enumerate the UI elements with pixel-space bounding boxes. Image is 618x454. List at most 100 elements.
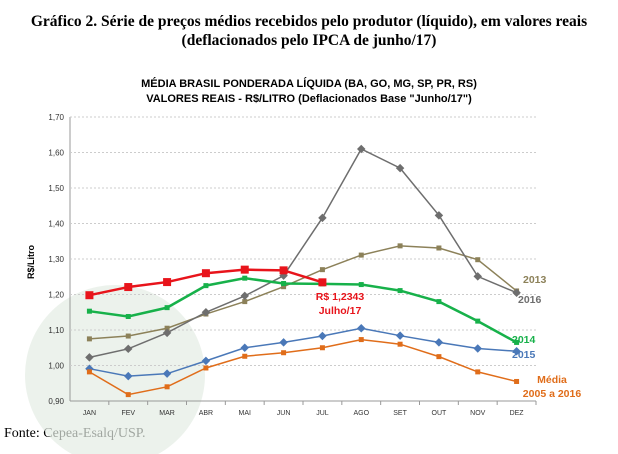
x-tick-label: FEV	[121, 410, 135, 417]
data-point	[395, 331, 405, 340]
y-axis-label: R$/Litro	[26, 245, 36, 280]
series-line-2014	[89, 276, 518, 344]
series-line-2015	[89, 327, 517, 377]
data-point	[397, 341, 403, 347]
data-point	[434, 338, 444, 347]
data-point	[164, 384, 170, 390]
data-point	[201, 269, 210, 278]
data-point	[85, 291, 94, 300]
data-point	[124, 344, 133, 354]
data-point	[201, 308, 211, 317]
x-tick-label: JUN	[277, 410, 291, 417]
data-point	[318, 278, 327, 287]
y-tick-label: 1,10	[48, 326, 64, 335]
series-line-2013	[89, 245, 518, 340]
data-point	[514, 339, 520, 345]
data-point	[242, 353, 248, 359]
data-point	[86, 308, 92, 314]
label-2013: 2013	[523, 274, 547, 286]
data-point	[279, 266, 288, 275]
data-point	[242, 275, 248, 281]
data-point	[203, 365, 209, 371]
data-point	[163, 278, 172, 287]
data-point	[281, 280, 287, 286]
data-point	[279, 338, 288, 347]
y-tick-label: 1,30	[48, 255, 64, 264]
label-2015: 2015	[512, 349, 536, 361]
data-point	[475, 318, 481, 324]
data-point	[124, 283, 133, 292]
x-tick-label: ABR	[199, 410, 213, 417]
chart-subtitle: VALORES REAIS - R$/LITRO (Deflacionados …	[146, 93, 472, 105]
x-tick-label: MAI	[239, 410, 252, 417]
data-point	[397, 243, 403, 249]
y-tick-label: 1,50	[48, 184, 64, 193]
label-media: Média	[537, 374, 567, 386]
data-point	[434, 211, 444, 220]
data-point	[125, 314, 131, 320]
data-point	[319, 345, 325, 351]
data-point	[436, 299, 442, 305]
chart-title: MÉDIA BRASIL PONDERADA LÍQUIDA (BA, GO, …	[141, 78, 477, 90]
annotation-price: R$ 1,2343	[316, 291, 365, 303]
data-point	[473, 272, 482, 281]
data-point	[436, 354, 442, 360]
data-point	[162, 328, 172, 338]
data-point	[124, 371, 133, 381]
data-point	[201, 356, 211, 366]
data-point	[240, 291, 249, 301]
data-point	[395, 163, 405, 173]
data-point	[281, 284, 287, 290]
data-point	[85, 353, 94, 362]
x-tick-label: JUL	[316, 410, 329, 417]
data-point	[357, 144, 366, 154]
x-tick-label: DEZ	[510, 410, 525, 417]
data-point	[512, 347, 521, 356]
y-tick-label: 1,70	[48, 113, 64, 122]
series-line-2016	[89, 147, 517, 359]
label-media-range: 2005 a 2016	[523, 388, 582, 400]
data-point	[86, 336, 92, 342]
data-point	[475, 369, 481, 375]
y-tick-label: 1,40	[48, 220, 64, 229]
data-point	[240, 343, 249, 352]
data-point	[475, 257, 481, 263]
data-point	[164, 305, 170, 311]
y-tick-label: 0,90	[48, 397, 64, 406]
x-tick-label: MAR	[159, 410, 175, 417]
data-point	[242, 299, 248, 305]
data-point	[86, 369, 92, 375]
data-point	[164, 325, 170, 331]
data-point	[357, 323, 366, 333]
data-point	[125, 333, 131, 339]
y-tick-label: 1,60	[48, 149, 64, 158]
data-point	[125, 392, 131, 398]
label-2014: 2014	[512, 334, 536, 346]
annotation-month: Julho/17	[319, 305, 362, 317]
data-point	[318, 213, 327, 223]
series-line-m-dia-2005-a-2016	[89, 338, 517, 396]
data-point	[319, 267, 325, 273]
data-point	[281, 350, 287, 356]
label-2016: 2016	[518, 294, 542, 306]
data-point	[358, 282, 364, 288]
y-tick-label: 1,00	[48, 362, 64, 371]
data-point	[358, 252, 364, 258]
figure-heading: Gráfico 2. Série de preços médios recebi…	[30, 13, 588, 49]
x-tick-label: JAN	[83, 410, 96, 417]
x-tick-label: SET	[393, 410, 407, 417]
data-point	[514, 378, 520, 384]
data-point	[397, 288, 403, 294]
x-tick-label: NOV	[470, 410, 486, 417]
data-point	[358, 337, 364, 343]
data-point	[203, 283, 209, 289]
data-point	[240, 265, 249, 274]
y-tick-label: 1,20	[48, 291, 64, 300]
data-point	[512, 288, 521, 297]
x-tick-label: AGO	[353, 410, 369, 417]
x-tick-label: OUT	[432, 410, 448, 417]
data-point	[162, 369, 172, 378]
data-point	[473, 344, 482, 353]
data-point	[318, 331, 327, 341]
